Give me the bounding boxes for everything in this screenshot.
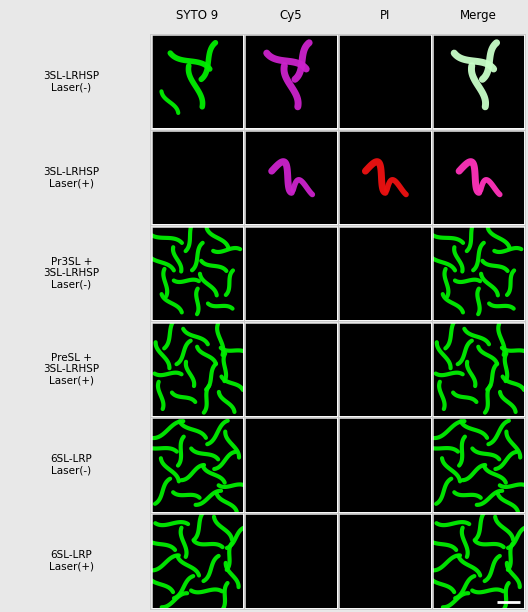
Text: 6SL-LRP
Laser(-): 6SL-LRP Laser(-): [50, 454, 92, 476]
Text: Merge: Merge: [460, 9, 497, 22]
Text: Cy5: Cy5: [280, 9, 303, 22]
Text: Pr3SL +
3SL-LRHSP
Laser(-): Pr3SL + 3SL-LRHSP Laser(-): [43, 257, 99, 290]
Text: SYTO 9: SYTO 9: [176, 9, 219, 22]
Text: PI: PI: [380, 9, 390, 22]
Text: 6SL-LRP
Laser(+): 6SL-LRP Laser(+): [49, 550, 94, 572]
Text: PreSL +
3SL-LRHSP
Laser(+): PreSL + 3SL-LRHSP Laser(+): [43, 353, 99, 386]
Text: 3SL-LRHSP
Laser(+): 3SL-LRHSP Laser(+): [43, 166, 99, 188]
Text: 3SL-LRHSP
Laser(-): 3SL-LRHSP Laser(-): [43, 71, 99, 92]
